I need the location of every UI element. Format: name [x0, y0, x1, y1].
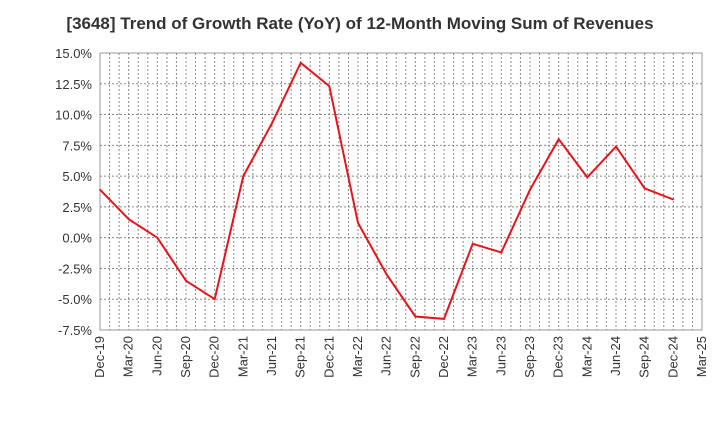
- data-point: [328, 85, 331, 88]
- gridlines: [100, 53, 702, 330]
- x-tick-label: Dec-23: [551, 336, 566, 378]
- data-point: [414, 315, 417, 318]
- x-axis-ticks: Dec-19 Mar-20 Jun-20 Sep-20 Dec-20 Mar-21 Jun-…: [92, 336, 709, 378]
- x-tick-label: Mar-22: [350, 336, 365, 377]
- x-tick-label: Jun-24: [608, 336, 623, 376]
- x-tick-label: Dec-21: [321, 336, 336, 378]
- data-point: [529, 188, 531, 191]
- x-tick-label: Jun-20: [149, 336, 164, 376]
- data-point: [156, 236, 159, 239]
- x-tick-label: Mar-20: [121, 336, 136, 377]
- data-point: [672, 198, 675, 201]
- data-point: [643, 187, 646, 190]
- y-tick-label: -2.5%: [58, 261, 92, 276]
- x-tick-label: Jun-23: [493, 336, 508, 376]
- y-tick-label: 2.5%: [62, 200, 92, 215]
- x-tick-label: Dec-24: [665, 336, 680, 378]
- y-tick-label: 15.0%: [55, 46, 92, 61]
- data-point: [242, 175, 245, 177]
- x-tick-label: Jun-22: [379, 336, 394, 376]
- data-point: [443, 318, 445, 320]
- y-tick-label: 0.0%: [62, 231, 92, 246]
- y-tick-label: 7.5%: [62, 138, 92, 153]
- y-tick-label: 5.0%: [62, 169, 92, 184]
- x-tick-label: Mar-24: [579, 336, 594, 377]
- data-point: [357, 222, 359, 224]
- x-tick-label: Sep-23: [522, 336, 537, 378]
- data-point: [99, 188, 101, 191]
- x-tick-label: Mar-25: [694, 336, 709, 377]
- data-point: [185, 279, 187, 282]
- y-axis-ticks: 15.0% 12.5% 10.0% 7.5% 5.0% 2.5% 0.0% -2.5% -5.0…: [55, 46, 92, 338]
- x-tick-label: Dec-19: [92, 336, 107, 378]
- x-tick-label: Sep-22: [407, 336, 422, 378]
- plot-area: [99, 52, 703, 331]
- data-point: [586, 176, 589, 179]
- x-tick-label: Mar-23: [465, 336, 480, 377]
- x-tick-label: Dec-20: [207, 336, 222, 378]
- data-point: [127, 218, 130, 220]
- y-tick-label: -7.5%: [58, 323, 92, 338]
- data-point: [271, 122, 273, 124]
- data-point: [557, 138, 560, 140]
- y-tick-label: 10.0%: [55, 108, 92, 123]
- data-point: [385, 273, 388, 276]
- x-tick-label: Sep-20: [178, 336, 193, 378]
- x-tick-label: Jun-21: [264, 336, 279, 376]
- data-point: [213, 298, 216, 301]
- x-tick-label: Sep-24: [637, 336, 652, 378]
- x-tick-label: Mar-21: [235, 336, 250, 377]
- x-tick-label: Dec-22: [436, 336, 451, 378]
- data-point: [615, 145, 617, 148]
- data-point: [299, 62, 302, 64]
- y-tick-label: -5.0%: [58, 292, 92, 307]
- y-tick-label: 12.5%: [55, 77, 92, 92]
- data-point: [471, 243, 474, 245]
- data-point: [500, 251, 503, 254]
- series-layer: [99, 61, 675, 320]
- x-tick-label: Sep-21: [293, 336, 308, 378]
- chart-title: [3648] Trend of Growth Rate (YoY) of 12-…: [66, 14, 654, 33]
